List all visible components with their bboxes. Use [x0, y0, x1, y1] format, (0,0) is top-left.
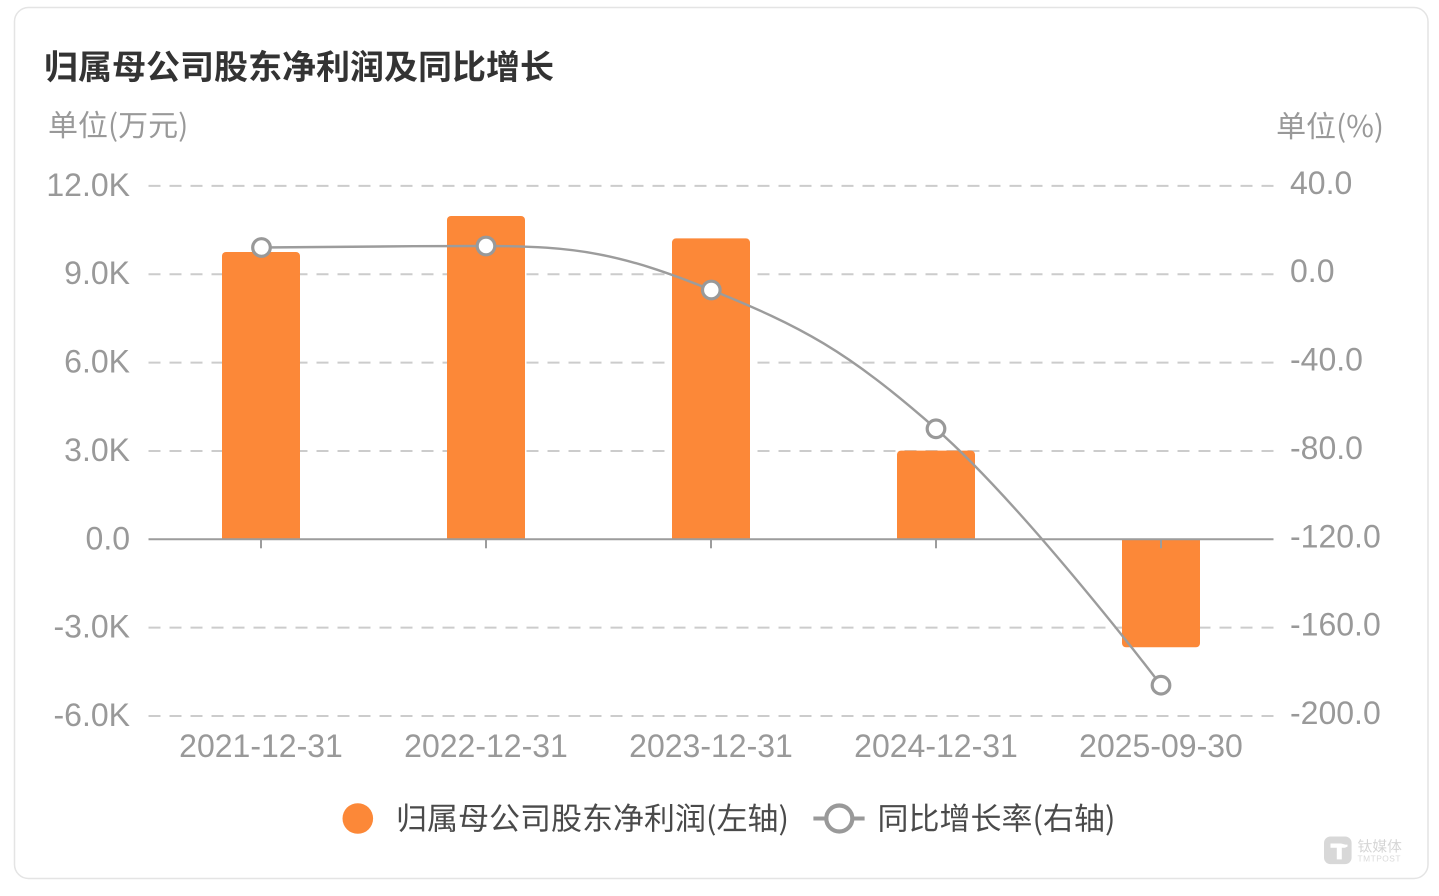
svg-text:-80.0: -80.0: [1290, 430, 1363, 466]
svg-text:0.0: 0.0: [86, 520, 130, 556]
svg-text:-3.0K: -3.0K: [54, 609, 130, 645]
svg-text:-200.0: -200.0: [1290, 695, 1381, 731]
svg-text:3.0K: 3.0K: [64, 432, 130, 468]
svg-text:2023-12-31: 2023-12-31: [629, 728, 793, 764]
svg-text:0.0: 0.0: [1290, 253, 1334, 289]
svg-text:-160.0: -160.0: [1290, 607, 1381, 643]
svg-text:12.0K: 12.0K: [46, 167, 130, 203]
svg-text:40.0: 40.0: [1290, 165, 1352, 201]
svg-text:-40.0: -40.0: [1290, 342, 1363, 378]
svg-text:-120.0: -120.0: [1290, 518, 1381, 554]
svg-text:6.0K: 6.0K: [64, 344, 130, 380]
svg-text:2022-12-31: 2022-12-31: [404, 728, 568, 764]
svg-text:TMTPOST: TMTPOST: [1358, 854, 1402, 864]
svg-text:2021-12-31: 2021-12-31: [179, 728, 343, 764]
svg-text:2025-09-30: 2025-09-30: [1079, 728, 1243, 764]
svg-text:-6.0K: -6.0K: [54, 697, 130, 733]
svg-text:9.0K: 9.0K: [64, 255, 130, 291]
svg-text:2024-12-31: 2024-12-31: [854, 728, 1018, 764]
